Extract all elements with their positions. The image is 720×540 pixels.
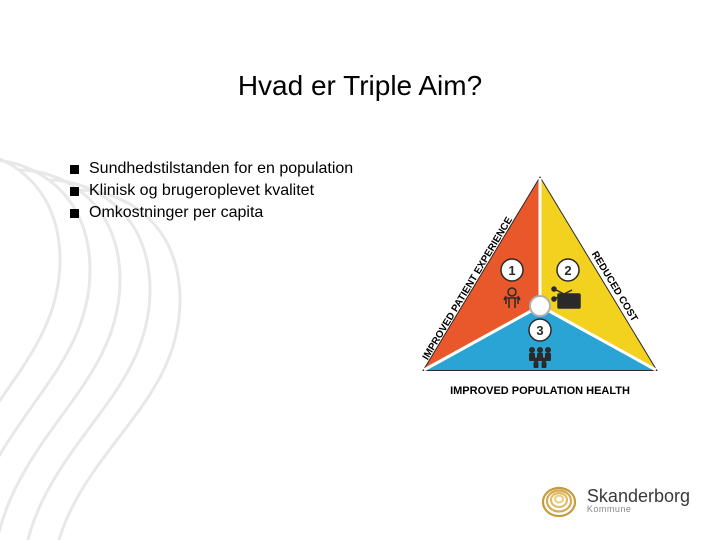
- bullet-text: Omkostninger per capita: [89, 204, 263, 222]
- svg-text:$: $: [566, 297, 571, 307]
- bullet-item: Omkostninger per capita: [70, 204, 353, 222]
- logo-name: Skanderborg: [587, 487, 690, 505]
- svg-text:2: 2: [564, 263, 571, 278]
- bullet-list: Sundhedstilstanden for en population Kli…: [70, 160, 353, 226]
- logo-subtitle: Kommune: [587, 505, 690, 514]
- slide-title: Hvad er Triple Aim?: [0, 70, 720, 102]
- bullet-text: Klinisk og brugeroplevet kvalitet: [89, 182, 314, 200]
- bullet-marker: [70, 209, 79, 218]
- bullet-text: Sundhedstilstanden for en population: [89, 160, 353, 178]
- logo-rings-icon: [539, 480, 579, 520]
- bullet-marker: [70, 187, 79, 196]
- label-bottom: IMPROVED POPULATION HEALTH: [450, 385, 630, 397]
- triple-aim-diagram: 1 2 $ 3: [400, 160, 680, 420]
- bullet-item: Sundhedstilstanden for en population: [70, 160, 353, 178]
- bullet-item: Klinisk og brugeroplevet kvalitet: [70, 182, 353, 200]
- skanderborg-logo: Skanderborg Kommune: [539, 480, 690, 520]
- svg-text:3: 3: [536, 323, 543, 338]
- bullet-marker: [70, 165, 79, 174]
- svg-text:1: 1: [508, 263, 515, 278]
